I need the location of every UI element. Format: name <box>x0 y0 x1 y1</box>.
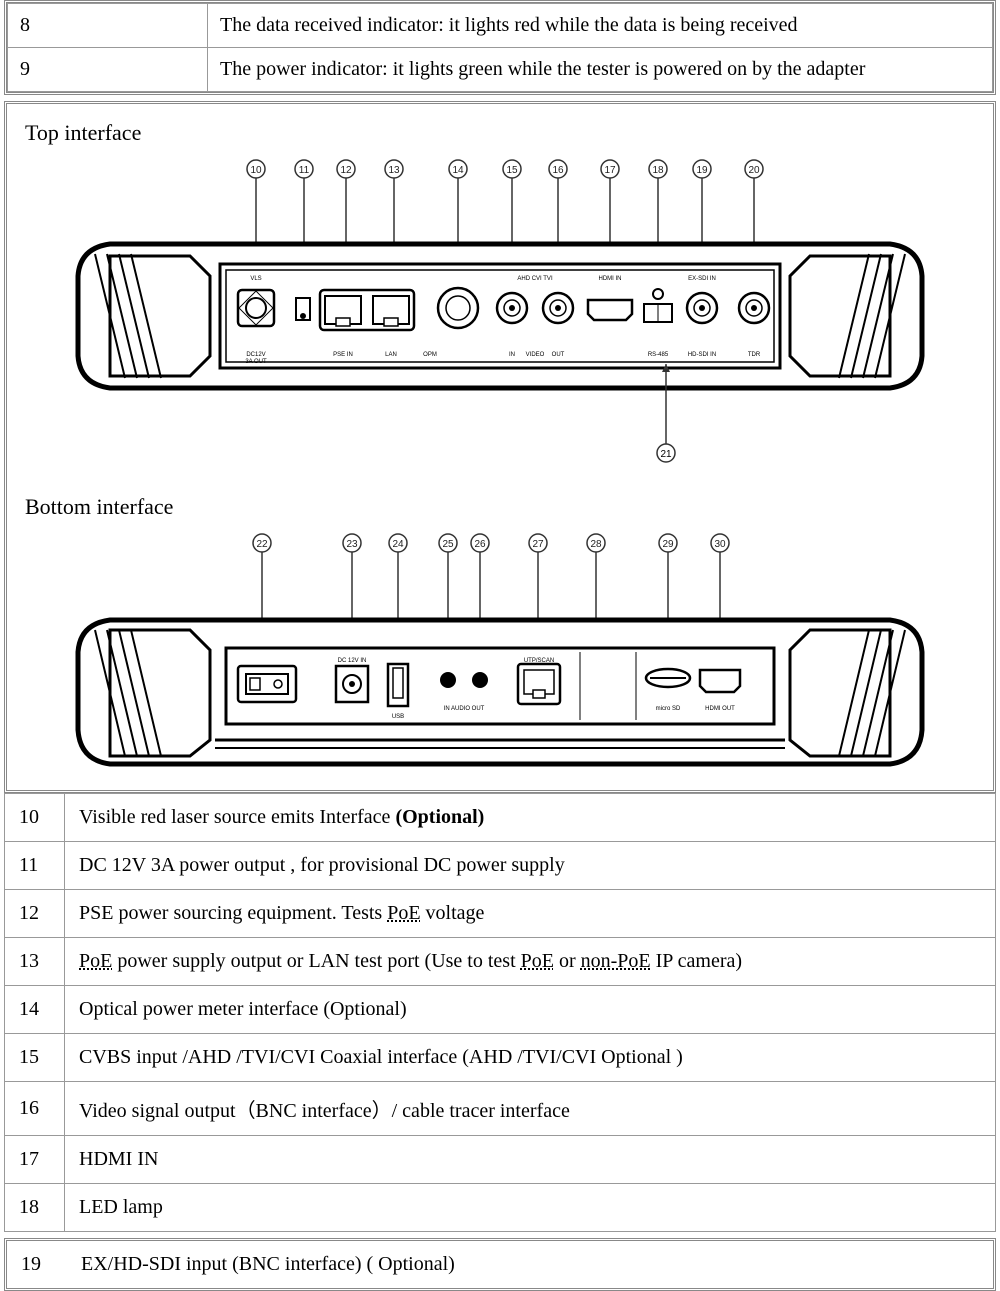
svg-text:28: 28 <box>590 539 602 550</box>
svg-text:3A OUT: 3A OUT <box>245 359 267 365</box>
row-num: 12 <box>5 890 65 938</box>
table-row: 10Visible red laser source emits Interfa… <box>5 794 996 842</box>
svg-text:21: 21 <box>660 449 672 460</box>
row-num: 17 <box>5 1136 65 1184</box>
svg-text:27: 27 <box>532 539 544 550</box>
svg-text:12: 12 <box>340 165 352 176</box>
table-row: 15CVBS input /AHD /TVI/CVI Coaxial inter… <box>5 1034 996 1082</box>
svg-text:USB: USB <box>392 714 404 720</box>
row-num: 16 <box>5 1082 65 1136</box>
row-desc: LED lamp <box>65 1184 996 1232</box>
row-desc: Visible red laser source emits Interface… <box>65 794 996 842</box>
row-desc: The data received indicator: it lights r… <box>208 4 993 48</box>
svg-text:19: 19 <box>696 165 708 176</box>
svg-text:VIDEO: VIDEO <box>526 352 545 358</box>
table-row: 12PSE power sourcing equipment. Tests Po… <box>5 890 996 938</box>
svg-text:23: 23 <box>346 539 358 550</box>
svg-text:29: 29 <box>662 539 674 550</box>
row-desc: Video signal output（BNC interface）/ cabl… <box>65 1082 996 1136</box>
table-row: 9The power indicator: it lights green wh… <box>8 48 993 92</box>
svg-text:EX-SDI IN: EX-SDI IN <box>688 276 716 282</box>
svg-text:DC12V: DC12V <box>246 352 265 358</box>
bottom-interface-label: Bottom interface <box>25 494 979 520</box>
port-desc-table: 10Visible red laser source emits Interfa… <box>4 793 996 1232</box>
svg-text:17: 17 <box>604 165 616 176</box>
svg-text:16: 16 <box>552 165 564 176</box>
indicator-table: 8The data received indicator: it lights … <box>7 3 993 92</box>
svg-text:OPM: OPM <box>423 352 437 358</box>
table-row: 11DC 12V 3A power output , for provision… <box>5 842 996 890</box>
row-desc: EX/HD-SDI input (BNC interface) ( Option… <box>67 1241 993 1288</box>
svg-text:26: 26 <box>474 539 486 550</box>
svg-text:20: 20 <box>748 165 760 176</box>
row-desc: HDMI IN <box>65 1136 996 1184</box>
svg-text:AHD CVI TVI: AHD CVI TVI <box>517 276 553 282</box>
diagram-section: Top interface 10 11 12 13 14 15 16 17 18 19 20 VLS D… <box>4 101 996 793</box>
table-row: 18LED lamp <box>5 1184 996 1232</box>
svg-text:IN: IN <box>509 352 515 358</box>
svg-text:HDMI OUT: HDMI OUT <box>705 706 735 712</box>
row-desc: CVBS input /AHD /TVI/CVI Coaxial interfa… <box>65 1034 996 1082</box>
row-num: 13 <box>5 938 65 986</box>
row-desc: The power indicator: it lights green whi… <box>208 48 993 92</box>
svg-text:LAN: LAN <box>385 352 397 358</box>
port-desc-extra-table: 19 EX/HD-SDI input (BNC interface) ( Opt… <box>7 1241 993 1288</box>
svg-text:18: 18 <box>652 165 664 176</box>
svg-text:TDR: TDR <box>748 352 761 358</box>
svg-text:RS-485: RS-485 <box>648 352 669 358</box>
bottom-interface-diagram: 22 23 24 25 26 27 28 29 30 DC 12V IN USB IN AUDIO O… <box>40 530 960 780</box>
row-num: 14 <box>5 986 65 1034</box>
svg-text:10: 10 <box>250 165 262 176</box>
table-row: 16Video signal output（BNC interface）/ ca… <box>5 1082 996 1136</box>
svg-text:25: 25 <box>442 539 454 550</box>
row-num: 10 <box>5 794 65 842</box>
svg-text:UTP/SCAN: UTP/SCAN <box>524 658 554 664</box>
svg-text:24: 24 <box>392 539 404 550</box>
row-num: 8 <box>8 4 208 48</box>
svg-text:HDMI IN: HDMI IN <box>599 276 622 282</box>
table-row: 8The data received indicator: it lights … <box>8 4 993 48</box>
table-row: 17HDMI IN <box>5 1136 996 1184</box>
svg-text:HD-SDI IN: HD-SDI IN <box>688 352 716 358</box>
row-num: 11 <box>5 842 65 890</box>
table-row: 14Optical power meter interface (Optiona… <box>5 986 996 1034</box>
port-desc-extra-frame: 19 EX/HD-SDI input (BNC interface) ( Opt… <box>4 1238 996 1291</box>
svg-text:micro SD: micro SD <box>656 706 681 712</box>
svg-text:30: 30 <box>714 539 726 550</box>
svg-text:PSE IN: PSE IN <box>333 352 353 358</box>
svg-text:13: 13 <box>388 165 400 176</box>
indicator-table-frame: 8The data received indicator: it lights … <box>4 0 996 95</box>
row-num: 19 <box>7 1241 67 1288</box>
row-num: 15 <box>5 1034 65 1082</box>
svg-text:VLS: VLS <box>250 276 261 282</box>
svg-text:22: 22 <box>256 539 268 550</box>
svg-text:15: 15 <box>506 165 518 176</box>
row-desc: DC 12V 3A power output , for provisional… <box>65 842 996 890</box>
row-desc: PSE power sourcing equipment. Tests PoE … <box>65 890 996 938</box>
svg-text:OUT: OUT <box>552 352 565 358</box>
table-row: 19 EX/HD-SDI input (BNC interface) ( Opt… <box>7 1241 993 1288</box>
row-num: 9 <box>8 48 208 92</box>
port-desc-table-frame: 10Visible red laser source emits Interfa… <box>4 793 996 1232</box>
top-interface-label: Top interface <box>25 120 979 146</box>
top-interface-diagram: 10 11 12 13 14 15 16 17 18 19 20 VLS DC12V3A OUT PSE … <box>40 156 960 476</box>
row-num: 18 <box>5 1184 65 1232</box>
table-row: 13PoE power supply output or LAN test po… <box>5 938 996 986</box>
row-desc: Optical power meter interface (Optional) <box>65 986 996 1034</box>
row-desc: PoE power supply output or LAN test port… <box>65 938 996 986</box>
svg-text:IN AUDIO OUT: IN AUDIO OUT <box>444 706 485 712</box>
svg-text:DC 12V IN: DC 12V IN <box>338 658 367 664</box>
svg-text:14: 14 <box>452 165 464 176</box>
svg-text:11: 11 <box>299 165 310 176</box>
